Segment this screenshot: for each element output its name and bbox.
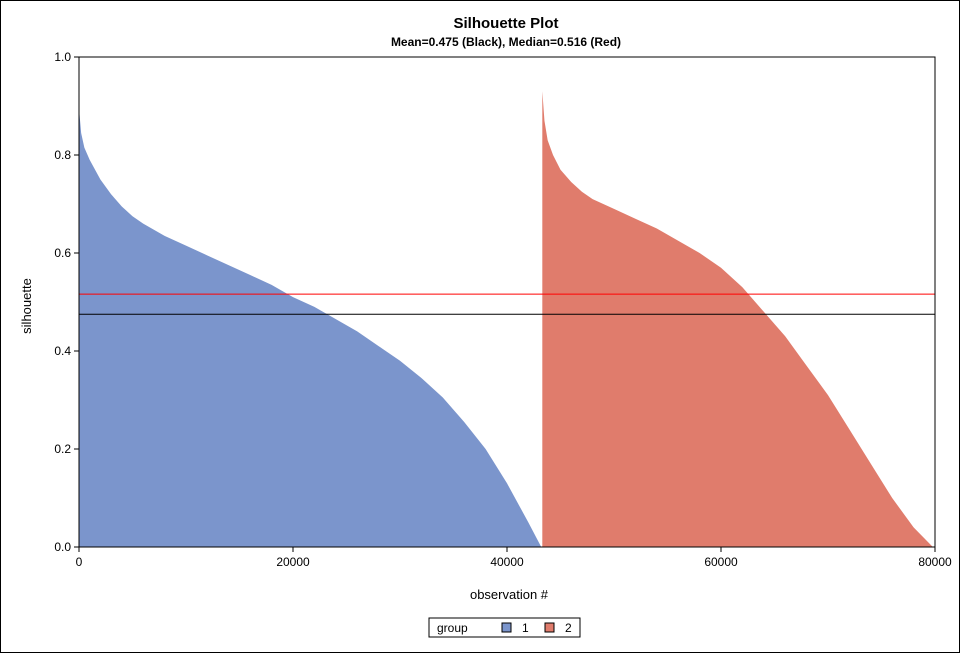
y-tick-label: 0.8	[54, 148, 71, 162]
y-tick-label: 0.0	[54, 540, 71, 554]
silhouette-area-group-1	[79, 108, 542, 547]
x-tick-label: 40000	[490, 555, 524, 569]
y-tick-label: 0.4	[54, 344, 71, 358]
silhouette-area-group-2	[542, 91, 933, 548]
y-axis-label: silhouette	[19, 278, 34, 334]
x-tick-label: 20000	[276, 555, 310, 569]
legend: group 1 2	[428, 617, 581, 638]
legend-label-group-1: 1	[522, 621, 529, 635]
legend-title: group	[437, 621, 468, 635]
x-tick-label: 80000	[918, 555, 952, 569]
x-tick-label: 60000	[704, 555, 738, 569]
plot-area: 0 20000 40000 60000 80000 0.0 0.2 0.4 0.6 0.8 1.0	[54, 50, 952, 569]
y-tick-label: 0.2	[54, 442, 71, 456]
legend-swatch-group-2	[544, 622, 555, 633]
chart-subtitle: Mean=0.475 (Black), Median=0.516 (Red)	[391, 35, 621, 49]
y-tick-label: 0.6	[54, 246, 71, 260]
chart-title: Silhouette Plot	[454, 15, 559, 32]
x-tick-label: 0	[76, 555, 83, 569]
legend-swatch-group-1	[501, 622, 512, 633]
legend-label-group-2: 2	[565, 621, 572, 635]
y-tick-label: 1.0	[54, 50, 71, 64]
x-axis-label: observation #	[470, 587, 549, 602]
